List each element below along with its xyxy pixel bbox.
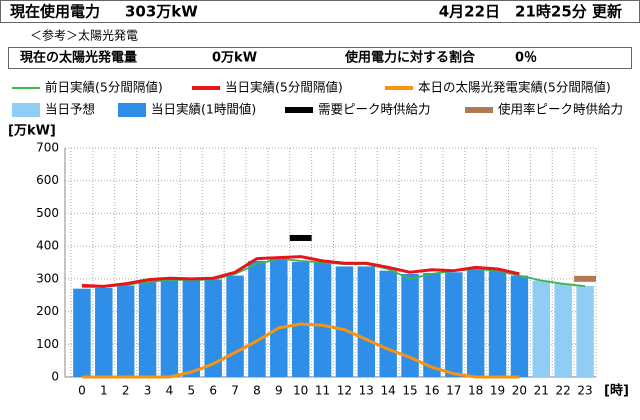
x-tick-label: 3 [144,384,152,398]
bar [248,260,266,377]
peak-marker [289,234,312,241]
bar [313,262,332,377]
bar [204,279,222,377]
bar [226,275,244,377]
bar [270,257,288,377]
y-tick-label: 400 [36,239,59,253]
x-tick-label: 10 [293,384,308,398]
x-tick-label: 20 [512,384,527,398]
x-tick-label: 8 [253,384,261,398]
bar [291,261,310,377]
y-tick-label: 600 [36,173,59,187]
bar [554,283,572,377]
bar [466,269,485,377]
legend-label: 需要ピーク時供給力 [318,102,431,117]
x-tick-label: 5 [187,384,195,398]
legend-label: 当日予想 [45,102,95,117]
x-tick-label: 19 [490,384,505,398]
bar [576,286,594,377]
x-tick-label: 0 [78,384,86,398]
bar [116,285,135,377]
updated-time: 4月22日 21時25分 更新 [439,3,622,21]
x-tick-label: 23 [577,384,592,398]
x-axis-label: [時] [604,383,629,399]
x-tick-label: 6 [209,384,217,398]
y-tick-label: 200 [36,304,59,318]
reference-label: ＜参考＞太陽光発電 [30,28,138,43]
legend-swatch [12,103,40,117]
bar [335,266,354,377]
legend-label: 前日実績(5分間隔値) [45,80,163,95]
x-tick-label: 22 [556,384,571,398]
bar [182,279,201,377]
legend-label: 使用率ピーク時供給力 [498,102,623,117]
legend-swatch [465,107,493,113]
x-tick-label: 9 [275,384,283,398]
x-tick-label: 12 [337,384,352,398]
x-tick-label: 7 [231,384,239,398]
x-tick-label: 18 [468,384,483,398]
peak-marker [574,275,596,282]
bar [488,270,507,377]
x-tick-label: 21 [534,384,549,398]
x-tick-label: 4 [166,384,174,398]
y-tick-label: 0 [51,370,59,384]
y-tick-label: 700 [36,141,59,155]
bar [73,288,91,377]
x-tick-label: 13 [359,384,374,398]
bar [138,281,157,377]
bar [160,278,179,377]
y-tick-label: 300 [36,271,59,285]
legend-label: 当日実績(5分間隔値) [225,80,343,95]
header-title: 現在使用電力 [10,3,100,21]
bar [532,280,551,377]
bar [510,275,529,377]
bar [357,266,376,377]
current-usage: 303万kW [125,3,198,21]
line [81,255,520,288]
x-tick-label: 1 [100,384,108,398]
x-tick-label: 14 [381,384,396,398]
legend-label: 当日実績(1時間値) [151,102,256,117]
legend-swatch [285,107,313,113]
bar [401,273,419,377]
bar [95,288,113,377]
ratio-label: 使用電力に対する割合 [344,50,476,66]
y-tick-label: 500 [36,206,59,220]
solar-label: 現在の太陽光発電量 [20,50,137,66]
solar-box [8,47,632,69]
line [81,322,520,379]
bar [423,272,441,377]
bar [379,270,397,377]
y-tick-label: 100 [36,337,59,351]
x-tick-label: 11 [315,384,330,398]
x-tick-label: 16 [424,384,439,398]
legend-swatch [118,103,146,117]
x-tick-label: 2 [122,384,130,398]
x-tick-label: 15 [402,384,417,398]
x-tick-label: 17 [446,384,461,398]
y-axis-label: [万kW] [8,124,56,139]
bar [445,272,463,377]
legend-label: 本日の太陽光発電実績(5分間隔値) [418,80,611,95]
ratio-value: 0％ [515,51,537,66]
solar-value: 0万kW [212,51,257,66]
